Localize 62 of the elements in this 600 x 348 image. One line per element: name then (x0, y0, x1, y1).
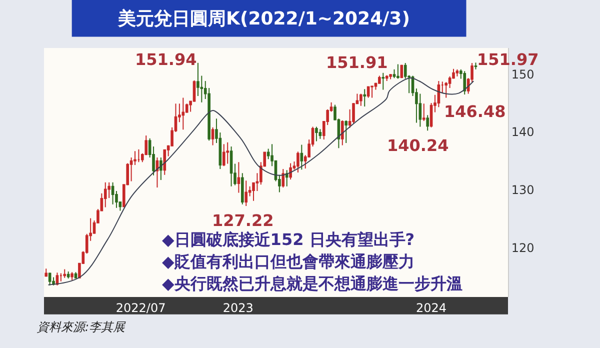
x-tick-label: 2024 (416, 301, 447, 315)
candlestick (74, 272, 78, 279)
annotation: ◆央行既然已升息就是不想通膨進一步升溫 (162, 274, 462, 293)
candlestick (44, 268, 48, 278)
candlestick (111, 182, 114, 205)
y-tick-label: 140 (511, 125, 534, 140)
candlestick (456, 68, 459, 77)
candlestick (160, 156, 162, 181)
candlestick (211, 126, 214, 146)
candlestick (237, 162, 240, 194)
candlestick (244, 180, 248, 206)
y-tick-label: 120 (511, 240, 534, 255)
candlestick (137, 148, 140, 163)
candlestick (163, 148, 166, 176)
candlestick (156, 156, 159, 188)
chart-title: 美元兌日圓周K(2022/1~2024/3) (117, 8, 410, 30)
candlestick (48, 272, 52, 286)
candlestick (340, 120, 344, 146)
candlestick (52, 276, 55, 286)
candlestick (241, 172, 244, 205)
annotation: 127.22 (212, 211, 274, 230)
annotation: 151.97 (477, 50, 539, 69)
candlestick (296, 151, 300, 173)
candlestick (385, 74, 388, 82)
annotation: ◆貶值有利出口但也會帶來通膨壓力 (162, 252, 414, 271)
candlestick (318, 128, 322, 140)
candlestick (389, 74, 392, 80)
candlestick (66, 271, 70, 279)
candlestick (382, 72, 385, 90)
candlestick (222, 144, 226, 167)
candlestick (182, 97, 185, 130)
candlestick (370, 85, 374, 98)
candlestick (363, 88, 366, 107)
candlestick (63, 268, 66, 278)
candlestick (226, 142, 229, 164)
annotation: 140.24 (387, 136, 449, 155)
x-tick-label: 2023 (222, 301, 254, 315)
candlestick (463, 70, 466, 95)
candlestick (422, 103, 426, 122)
annotation: ◆日圓破底接近152 日央有望出手? (162, 230, 415, 249)
candlestick (474, 62, 478, 70)
candlestick (360, 93, 362, 106)
candlestick (282, 168, 285, 188)
y-tick-label: 150 (511, 67, 534, 82)
source-note: 資料來源:李其展 (37, 320, 126, 334)
candlestick (70, 272, 74, 281)
annotation: 146.48 (444, 102, 506, 121)
candlestick (60, 272, 62, 282)
annotation: 151.94 (135, 50, 197, 69)
candlestick (366, 86, 370, 98)
candlestick (344, 120, 348, 144)
x-tick-label: 2022/07 (116, 301, 166, 315)
candlestick (426, 114, 429, 132)
candlestick (315, 126, 318, 142)
y-tick-label: 130 (511, 183, 534, 198)
candlestick (230, 146, 233, 187)
candlestick (285, 170, 288, 187)
candlestick (289, 162, 292, 180)
candlestick (300, 144, 304, 170)
annotation: 151.91 (326, 53, 388, 72)
candlestick (396, 64, 400, 80)
candlestick (104, 182, 107, 208)
